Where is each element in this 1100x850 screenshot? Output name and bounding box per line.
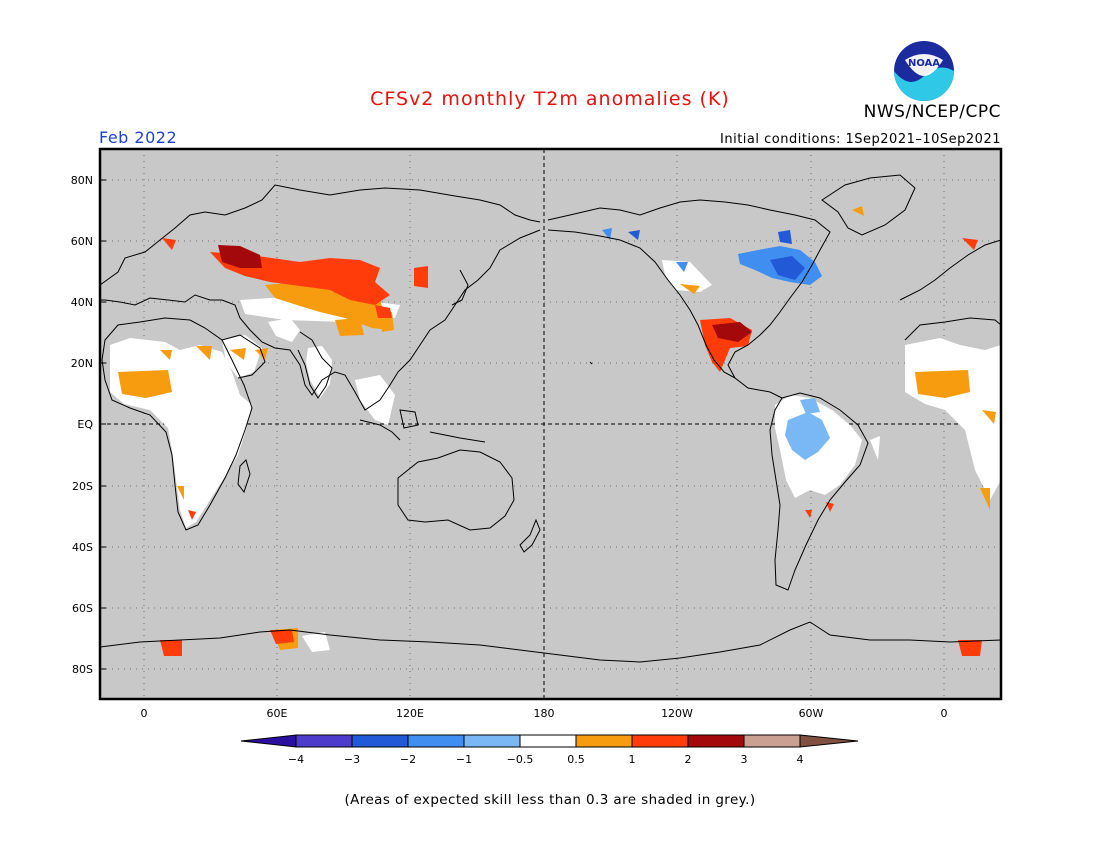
lat-label: 20N xyxy=(71,357,93,370)
lat-labels: 80N 60N 40N 20N EQ 20S 40S 60S 80S xyxy=(71,174,94,676)
coastlines xyxy=(99,174,1002,663)
lat-label: 40S xyxy=(72,541,93,554)
graticule xyxy=(100,149,1001,699)
colorbar-seg xyxy=(743,734,801,748)
noaa-logo: NOAA xyxy=(893,40,955,102)
colorbar-seg xyxy=(351,734,409,748)
colorbar-seg xyxy=(407,734,465,748)
lon-label: 0 xyxy=(141,707,148,720)
positive-anomaly-areas xyxy=(118,206,996,656)
lon-label: 60E xyxy=(267,707,288,720)
lon-label: 120W xyxy=(661,707,693,720)
colorbar xyxy=(240,734,859,748)
colorbar-label: 4 xyxy=(797,753,804,766)
colorbar-seg xyxy=(799,734,859,748)
colorbar-label: −2 xyxy=(400,753,416,766)
lon-label: 60W xyxy=(799,707,824,720)
map-title: CFSv2 monthly T2m anomalies (K) xyxy=(370,88,730,110)
lon-labels: 0 60E 120E 180 120W 60W 0 xyxy=(141,707,948,720)
colorbar-label: 3 xyxy=(741,753,748,766)
lat-label: EQ xyxy=(77,418,93,431)
valid-month: Feb 2022 xyxy=(99,128,178,147)
colorbar-seg xyxy=(295,734,353,748)
colorbar-seg xyxy=(575,734,633,748)
colorbar-label: 0.5 xyxy=(567,753,585,766)
skill-footnote: (Areas of expected skill less than 0.3 a… xyxy=(344,792,756,808)
colorbar-label: −1 xyxy=(456,753,472,766)
agency-label: NWS/NCEP/CPC xyxy=(863,102,1001,122)
lon-label: 180 xyxy=(534,707,555,720)
colorbar-label: −4 xyxy=(288,753,304,766)
colorbar-label: 1 xyxy=(629,753,636,766)
lat-label: 60S xyxy=(72,602,93,615)
lat-label: 80S xyxy=(72,663,93,676)
frame-ticks xyxy=(100,179,106,670)
lat-label: 80N xyxy=(71,174,93,187)
lon-label: 0 xyxy=(941,707,948,720)
svg-text:NOAA: NOAA xyxy=(908,58,940,69)
lat-label: 60N xyxy=(71,235,93,248)
colorbar-seg xyxy=(519,734,577,748)
colorbar-label: −0.5 xyxy=(507,753,534,766)
colorbar-seg xyxy=(240,734,297,748)
negative-anomaly-areas xyxy=(602,228,830,460)
lat-label: 20S xyxy=(72,480,93,493)
lat-label: 40N xyxy=(71,296,93,309)
colorbar-label: 2 xyxy=(685,753,692,766)
initial-conditions: Initial conditions: 1Sep2021–10Sep2021 xyxy=(720,132,1001,147)
colorbar-label: −3 xyxy=(344,753,360,766)
colorbar-seg xyxy=(463,734,521,748)
colorbar-seg xyxy=(687,734,745,748)
amazon-cold-patch xyxy=(785,412,830,460)
lon-label: 120E xyxy=(396,707,424,720)
colorbar-labels: −4 −3 −2 −1 −0.5 0.5 1 2 3 4 xyxy=(288,753,804,766)
colorbar-seg xyxy=(631,734,689,748)
